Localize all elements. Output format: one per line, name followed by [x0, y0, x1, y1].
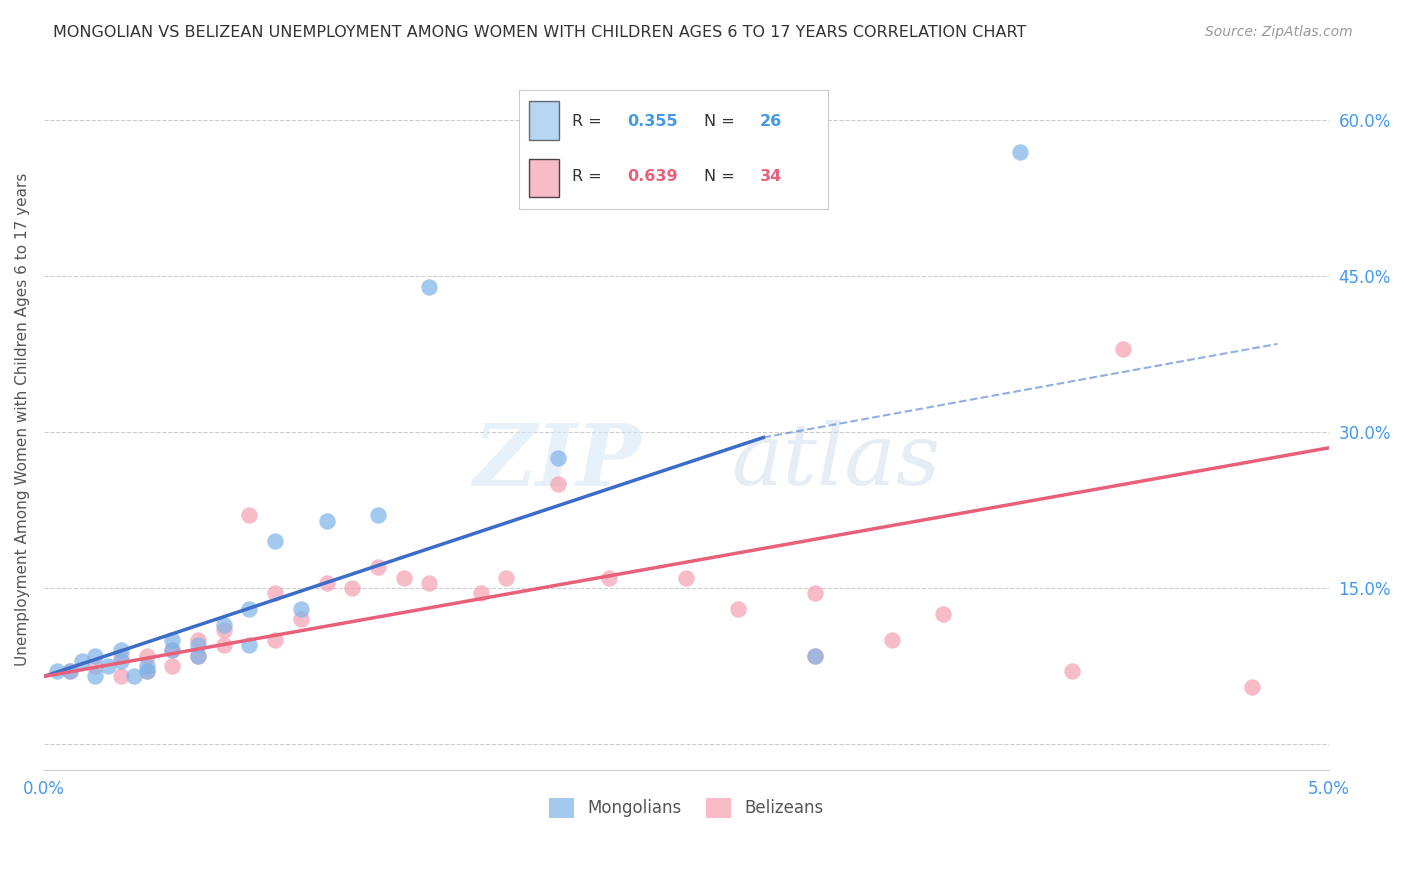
- Point: [932, 607, 955, 621]
- Y-axis label: Unemployment Among Women with Children Ages 6 to 17 years: Unemployment Among Women with Children A…: [15, 172, 30, 666]
- Point: [187, 648, 209, 663]
- Point: [187, 633, 209, 648]
- Point: [162, 659, 184, 673]
- Point: [58, 665, 80, 679]
- Point: [122, 669, 145, 683]
- Point: [72, 654, 94, 668]
- Point: [110, 669, 132, 683]
- Point: [1112, 342, 1135, 356]
- Point: [418, 279, 440, 293]
- Point: [342, 581, 364, 595]
- Point: [804, 648, 827, 663]
- Point: [264, 633, 287, 648]
- Point: [45, 665, 67, 679]
- Point: [162, 643, 184, 657]
- Point: [804, 648, 827, 663]
- Point: [212, 638, 235, 652]
- Point: [84, 659, 107, 673]
- Point: [84, 669, 107, 683]
- Point: [470, 586, 492, 600]
- Point: [135, 665, 157, 679]
- Point: [495, 571, 517, 585]
- Point: [1010, 145, 1032, 159]
- Point: [392, 571, 415, 585]
- Point: [238, 638, 260, 652]
- Point: [547, 451, 569, 466]
- Point: [97, 659, 120, 673]
- Text: atlas: atlas: [731, 420, 941, 503]
- Point: [727, 602, 749, 616]
- Point: [58, 665, 80, 679]
- Point: [547, 477, 569, 491]
- Text: ZIP: ZIP: [474, 419, 641, 503]
- Point: [212, 623, 235, 637]
- Point: [187, 648, 209, 663]
- Point: [110, 654, 132, 668]
- Point: [135, 665, 157, 679]
- Point: [804, 586, 827, 600]
- Point: [212, 617, 235, 632]
- Point: [187, 638, 209, 652]
- Point: [367, 560, 389, 574]
- Point: [135, 659, 157, 673]
- Point: [880, 633, 903, 648]
- Point: [315, 514, 337, 528]
- Point: [290, 602, 312, 616]
- Point: [264, 586, 287, 600]
- Point: [675, 571, 697, 585]
- Point: [264, 534, 287, 549]
- Point: [418, 576, 440, 591]
- Point: [162, 643, 184, 657]
- Text: Source: ZipAtlas.com: Source: ZipAtlas.com: [1205, 25, 1353, 39]
- Text: MONGOLIAN VS BELIZEAN UNEMPLOYMENT AMONG WOMEN WITH CHILDREN AGES 6 TO 17 YEARS : MONGOLIAN VS BELIZEAN UNEMPLOYMENT AMONG…: [53, 25, 1026, 40]
- Point: [598, 571, 620, 585]
- Point: [1240, 680, 1263, 694]
- Point: [238, 508, 260, 523]
- Point: [1060, 665, 1083, 679]
- Point: [84, 648, 107, 663]
- Point: [110, 643, 132, 657]
- Point: [290, 612, 312, 626]
- Point: [110, 648, 132, 663]
- Point: [162, 633, 184, 648]
- Point: [238, 602, 260, 616]
- Point: [135, 648, 157, 663]
- Point: [315, 576, 337, 591]
- Point: [367, 508, 389, 523]
- Legend: Mongolians, Belizeans: Mongolians, Belizeans: [543, 791, 831, 825]
